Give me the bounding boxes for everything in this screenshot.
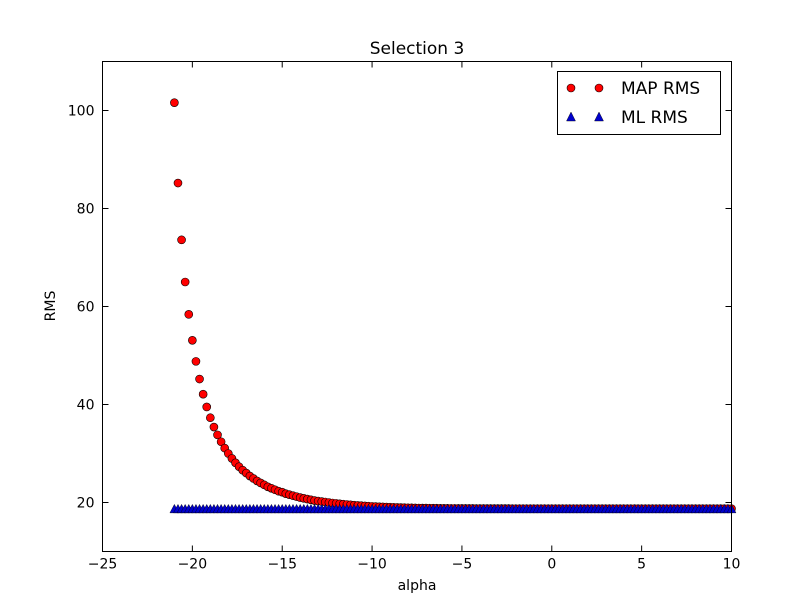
map-rms-point bbox=[180, 277, 190, 287]
x-tick-label: −10 bbox=[357, 557, 387, 573]
legend-ml-marker-2 bbox=[594, 111, 604, 122]
legend-map-label: MAP RMS bbox=[621, 79, 700, 99]
map-rms-point bbox=[188, 336, 197, 345]
map-rms-point bbox=[170, 98, 179, 107]
map-rms-point bbox=[202, 402, 212, 412]
legend-ml-marker-1 bbox=[566, 111, 576, 122]
map-rms-point bbox=[173, 178, 183, 188]
x-tick-label: −5 bbox=[452, 557, 473, 573]
y-axis-label: RMS bbox=[43, 291, 59, 322]
legend-box bbox=[557, 71, 721, 135]
map-rms-point bbox=[216, 437, 226, 447]
ml-rms-series bbox=[169, 503, 737, 514]
map-rms-point bbox=[209, 422, 219, 432]
x-tick-label: 5 bbox=[637, 557, 646, 573]
x-axis-label: alpha bbox=[398, 578, 437, 594]
map-rms-point bbox=[184, 310, 194, 319]
x-tick-label: 0 bbox=[547, 557, 556, 573]
map-rms-point bbox=[195, 374, 204, 384]
map-rms-point bbox=[206, 413, 215, 423]
x-tick-label: −25 bbox=[88, 557, 118, 573]
x-tick-label: 10 bbox=[723, 557, 741, 573]
y-tick-label: 20 bbox=[77, 496, 95, 512]
plot-frame bbox=[102, 61, 732, 552]
chart-title: Selection 3 bbox=[370, 39, 465, 59]
axis-tick-labels: −25 −20 −15 −10 −5 0 5 10 20 40 60 80 100 bbox=[68, 104, 741, 573]
y-tick-label: 40 bbox=[77, 398, 95, 414]
legend: MAP RMS ML RMS bbox=[557, 71, 721, 135]
legend-map-marker-1 bbox=[566, 83, 576, 93]
map-rms-point bbox=[198, 389, 208, 399]
map-rms-point bbox=[213, 430, 222, 440]
y-tick-label: 80 bbox=[77, 202, 95, 218]
x-tick-label: −15 bbox=[267, 557, 297, 573]
map-rms-point bbox=[191, 357, 201, 366]
map-rms-point bbox=[177, 235, 186, 245]
y-tick-label: 60 bbox=[77, 300, 95, 316]
y-tick-label: 100 bbox=[68, 104, 95, 120]
legend-map-marker-2 bbox=[594, 83, 604, 93]
x-tick-label: −20 bbox=[178, 557, 208, 573]
legend-ml-label: ML RMS bbox=[621, 108, 688, 128]
